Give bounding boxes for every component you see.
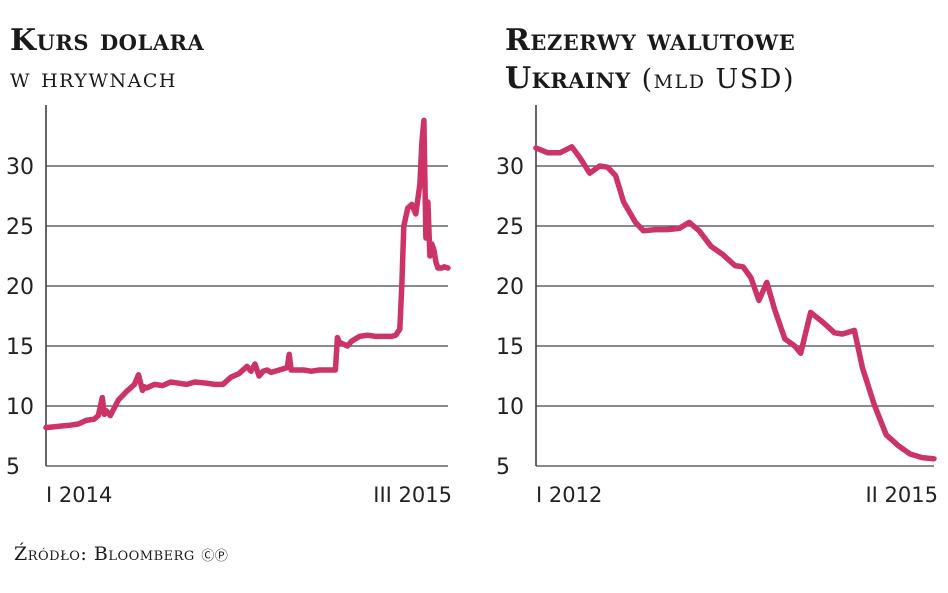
chart1-xtick-1: I 2014 — [46, 483, 112, 507]
chart1-subtitle: w hrywnach — [10, 63, 177, 94]
chart2-ytick-15: 15 — [496, 335, 524, 360]
chart2-ytick-10: 10 — [496, 395, 524, 420]
chart1-ytick-10: 10 — [6, 395, 34, 420]
chart1-title-main: Kurs dolara — [10, 23, 205, 58]
chart1-xtick-2: III 2015 — [373, 483, 452, 507]
chart2-ytick-30: 30 — [496, 155, 524, 180]
chart2-title-second: Ukrainy — [505, 61, 631, 96]
chart1-title: Kurs dolara w hrywnach — [10, 22, 204, 98]
chart2-xtick-1: I 2012 — [536, 483, 602, 507]
chart2-ytick-5: 5 — [496, 455, 510, 480]
source-note: Źródło: Bloomberg ⓒⓟ — [14, 543, 229, 565]
chart2-ytick-25: 25 — [496, 215, 524, 240]
chart1-ytick-30: 30 — [6, 155, 34, 180]
chart2-xtick-2: II 2015 — [865, 483, 938, 507]
chart2-series-line — [533, 144, 937, 462]
chart1-ytick-20: 20 — [6, 275, 34, 300]
chart2-title-main: Rezerwy walutowe — [505, 23, 796, 58]
chart1-series-line — [43, 117, 451, 431]
chart2-title-line2: Ukrainy (mld USD) — [505, 60, 795, 99]
chart2-unit: (mld USD) — [641, 64, 795, 95]
chart2-title: Rezerwy walutowe Ukrainy (mld USD) — [505, 22, 795, 99]
chart1-ytick-15: 15 — [6, 335, 34, 360]
chart2-ytick-20: 20 — [496, 275, 524, 300]
chart1-ytick-5: 5 — [6, 455, 20, 480]
chart1-ytick-25: 25 — [6, 215, 34, 240]
